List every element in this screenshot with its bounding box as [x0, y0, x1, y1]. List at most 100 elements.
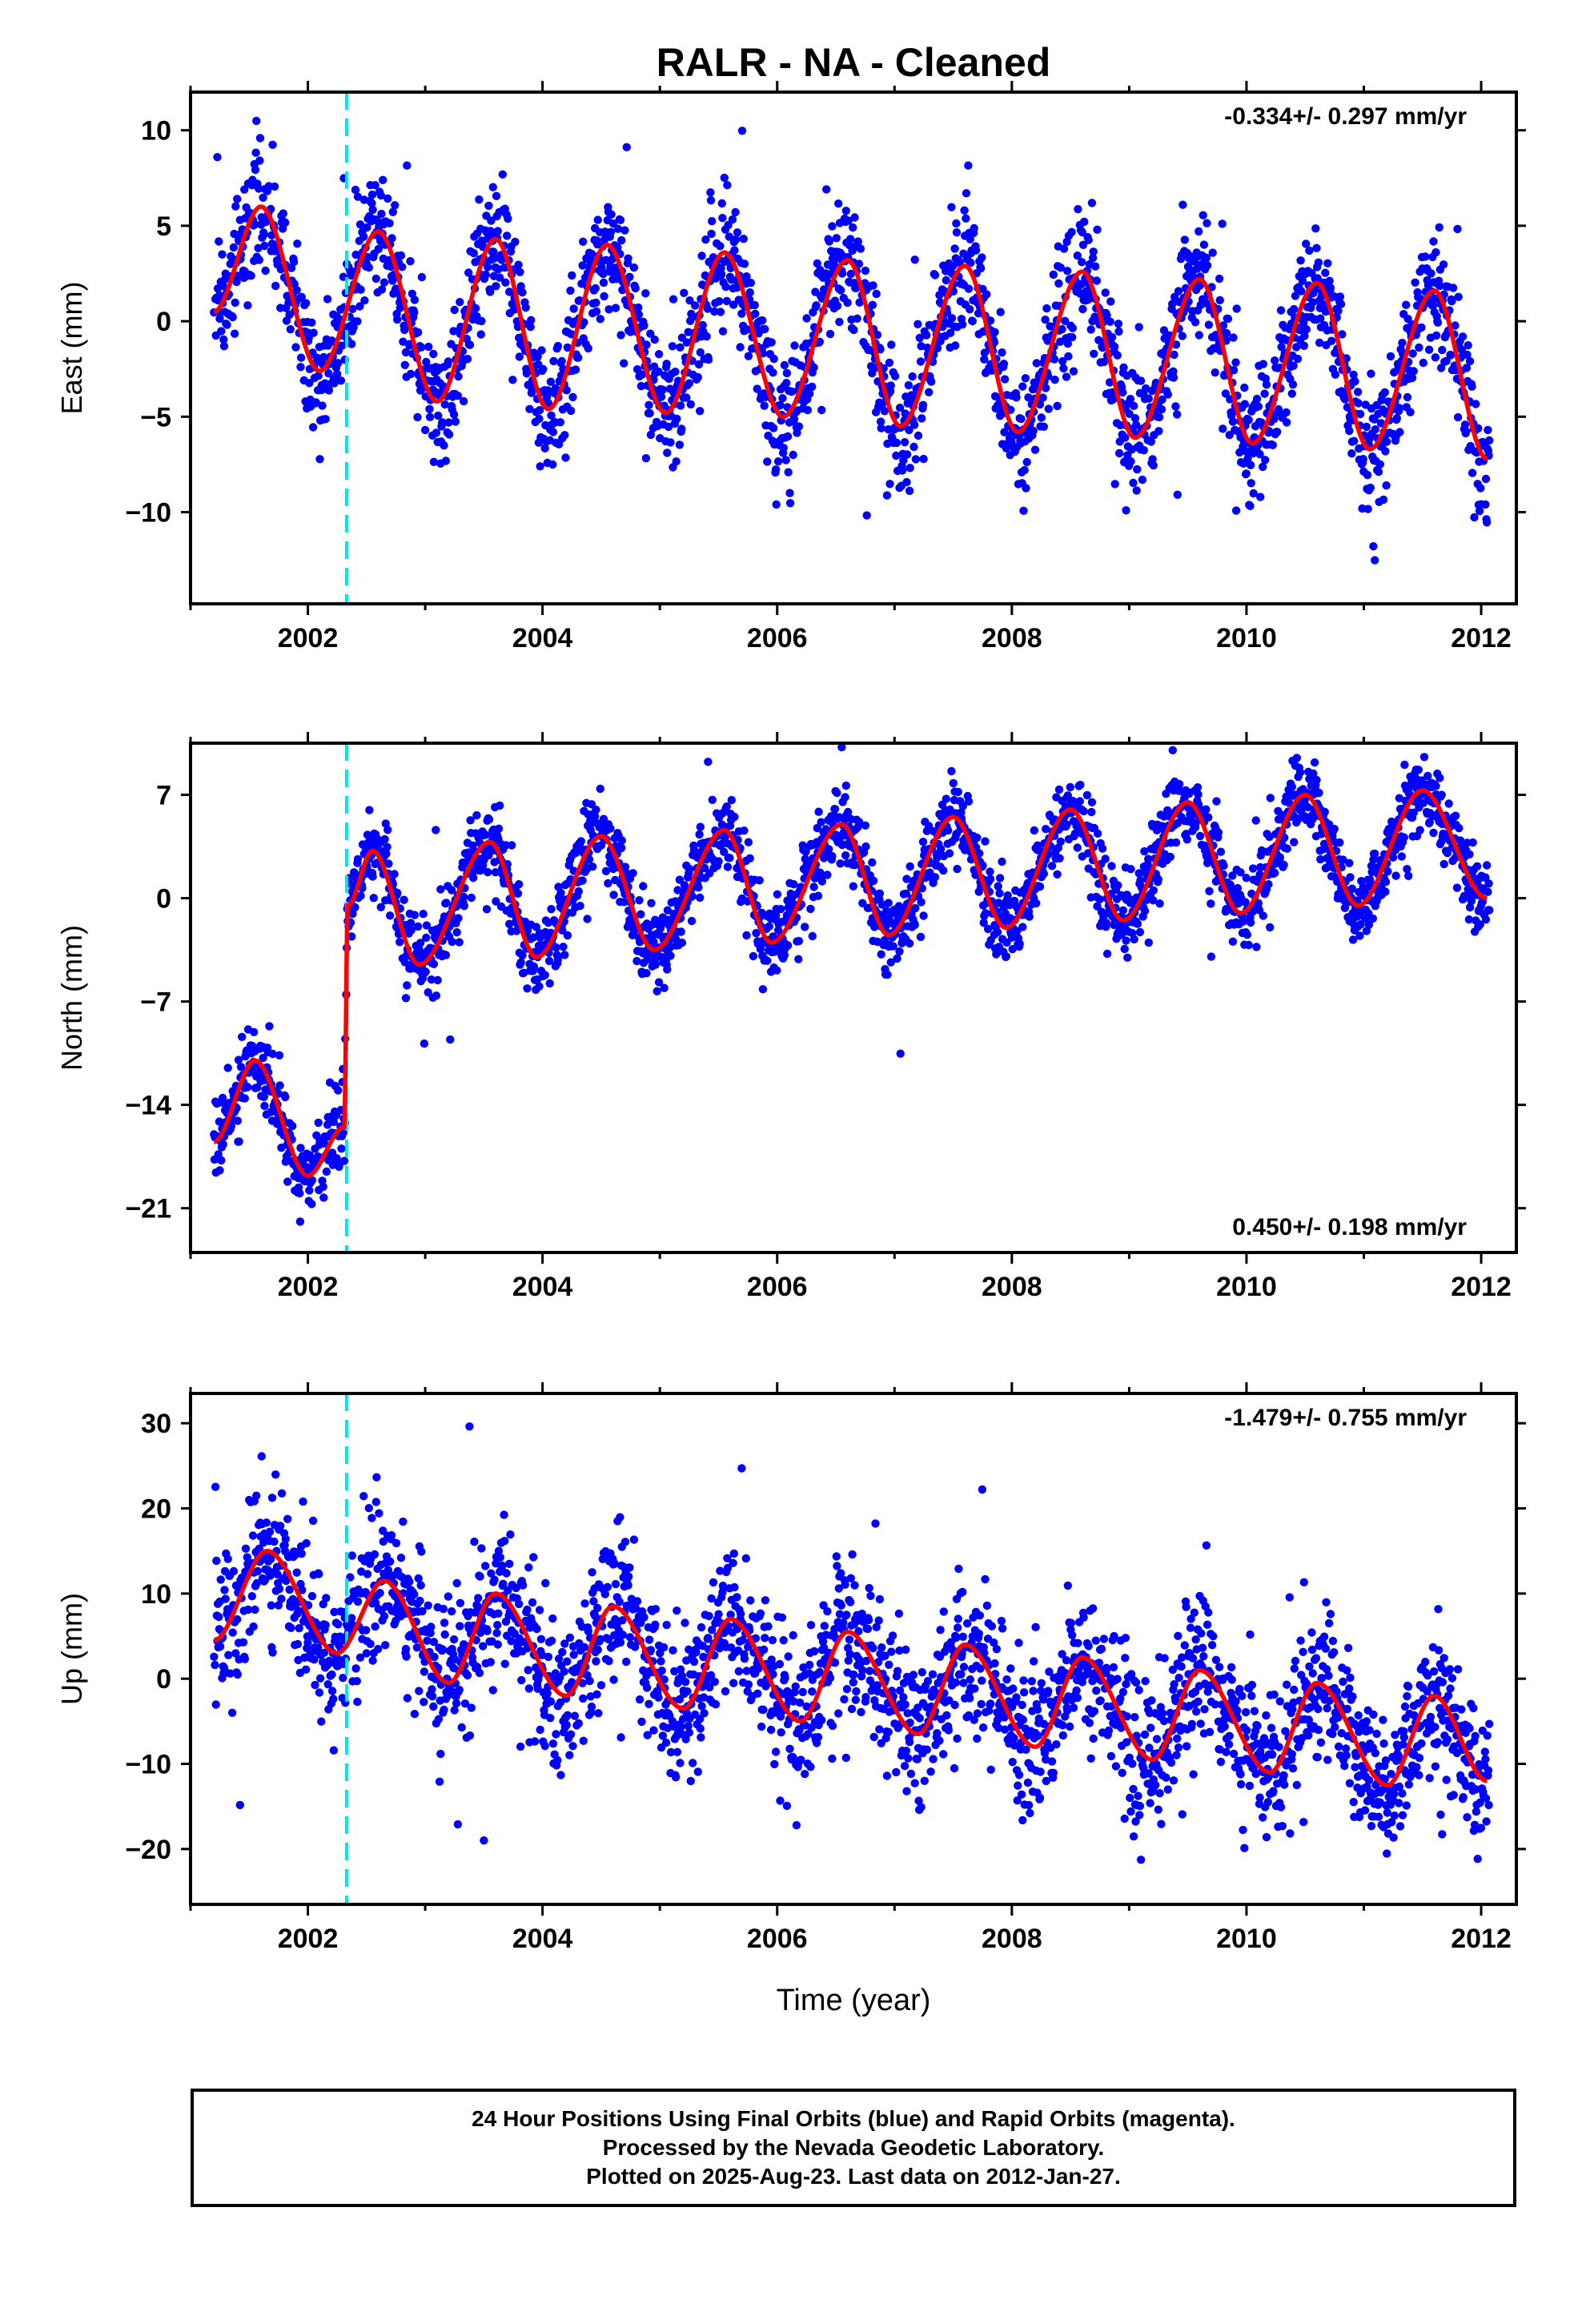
- data-point: [992, 950, 1001, 959]
- data-point: [307, 1176, 317, 1185]
- data-point: [971, 246, 981, 255]
- data-point: [666, 951, 675, 960]
- data-point: [813, 891, 823, 900]
- data-point: [560, 431, 569, 440]
- data-point: [737, 127, 747, 135]
- data-point: [211, 1660, 219, 1670]
- data-point: [353, 854, 363, 864]
- data-point: [1465, 850, 1474, 859]
- data-point: [1073, 251, 1082, 260]
- data-point: [368, 872, 377, 881]
- data-point: [279, 209, 287, 218]
- data-point: [508, 376, 517, 384]
- data-point: [783, 432, 793, 441]
- data-point: [1431, 331, 1441, 340]
- data-point: [547, 411, 556, 420]
- data-point: [324, 369, 333, 378]
- data-point: [540, 444, 549, 452]
- data-point: [1102, 949, 1112, 959]
- data-point: [399, 337, 408, 346]
- data-point: [1017, 414, 1026, 424]
- data-point: [501, 278, 510, 287]
- data-point: [379, 175, 387, 184]
- data-point: [727, 795, 736, 805]
- data-point: [1363, 505, 1372, 513]
- data-point: [872, 289, 881, 299]
- data-point: [492, 282, 500, 291]
- data-point: [782, 379, 791, 388]
- data-point: [836, 859, 845, 868]
- data-point: [261, 266, 270, 275]
- data-point: [832, 234, 841, 243]
- data-point: [617, 843, 626, 853]
- data-point: [1331, 370, 1340, 379]
- data-point: [296, 353, 306, 362]
- data-point: [1427, 269, 1435, 278]
- data-point: [830, 805, 840, 814]
- data-point: [634, 303, 643, 312]
- data-point: [744, 838, 753, 846]
- data-point: [1044, 404, 1054, 413]
- data-point: [1435, 774, 1444, 782]
- data-point: [945, 723, 953, 731]
- data-point: [403, 161, 412, 170]
- data-point: [1438, 345, 1447, 355]
- data-point: [1067, 227, 1076, 236]
- data-point: [1311, 224, 1320, 233]
- data-point: [890, 372, 900, 380]
- data-point: [233, 271, 242, 280]
- data-point: [1131, 420, 1141, 429]
- data-point: [360, 296, 369, 305]
- data-point: [233, 1116, 242, 1125]
- data-point: [1327, 336, 1336, 345]
- data-point: [516, 267, 524, 276]
- data-point: [1475, 506, 1484, 516]
- data-point: [930, 271, 940, 279]
- data-point: [833, 788, 841, 798]
- data-point: [253, 1083, 262, 1092]
- data-point: [815, 337, 824, 346]
- data-point: [250, 1027, 259, 1037]
- data-point: [432, 428, 441, 437]
- data-point: [484, 201, 493, 211]
- data-point: [846, 235, 855, 243]
- data-point: [731, 207, 740, 217]
- data-point: [1243, 931, 1252, 939]
- data-point: [966, 258, 975, 267]
- data-point: [1163, 390, 1173, 399]
- data-point: [677, 424, 686, 433]
- data-point: [1283, 418, 1291, 427]
- data-point: [641, 454, 651, 463]
- data-point: [1090, 262, 1100, 271]
- data-point: [1154, 427, 1163, 436]
- data-point: [1140, 907, 1150, 915]
- data-point: [710, 307, 719, 316]
- data-point: [1382, 481, 1391, 490]
- data-point: [1243, 454, 1252, 463]
- data-point: [716, 308, 725, 316]
- data-point: [1300, 332, 1309, 340]
- data-point: [401, 348, 411, 357]
- data-point: [916, 357, 926, 366]
- data-point: [716, 242, 725, 251]
- data-point: [1403, 315, 1412, 324]
- data-point: [286, 325, 295, 334]
- data-point: [1260, 389, 1269, 398]
- data-point: [450, 305, 459, 315]
- data-point: [1435, 281, 1444, 291]
- data-point: [611, 304, 620, 312]
- data-point: [558, 926, 567, 935]
- data-point: [476, 330, 485, 339]
- data-point: [1114, 881, 1122, 890]
- data-point: [417, 343, 426, 352]
- data-point: [420, 1039, 429, 1048]
- data-point: [319, 1182, 327, 1192]
- data-point: [1447, 297, 1456, 306]
- data-point: [769, 368, 777, 377]
- data-point: [730, 812, 739, 822]
- data-point: [324, 386, 334, 395]
- data-point: [964, 284, 974, 293]
- data-point: [915, 333, 925, 343]
- data-point: [1078, 227, 1087, 237]
- data-point: [729, 300, 738, 309]
